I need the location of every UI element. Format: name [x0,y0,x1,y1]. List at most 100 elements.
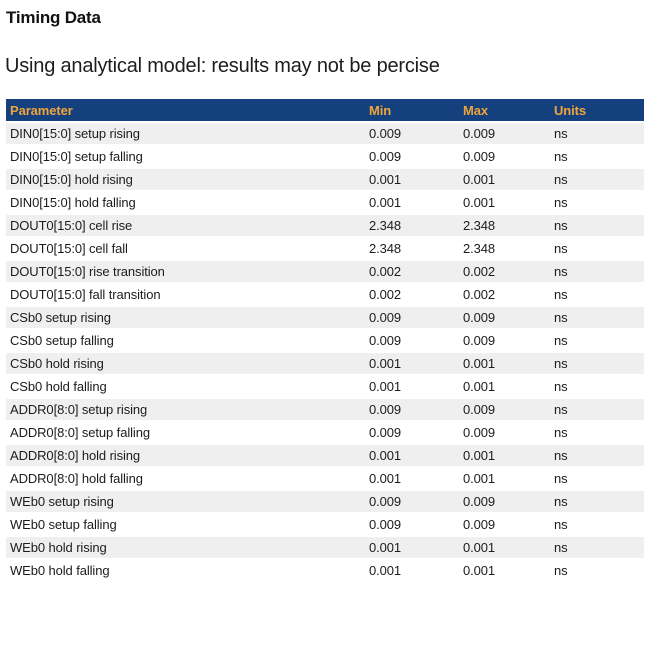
min-cell: 0.009 [365,398,459,422]
table-row: CSb0 hold falling 0.001 0.001 ns [6,375,644,399]
table-row: WEb0 setup falling 0.009 0.009 ns [6,513,644,537]
table-row: DIN0[15:0] setup rising 0.009 0.009 ns [6,122,644,146]
timing-table: Parameter Min Max Units DIN0[15:0] setup… [6,99,644,583]
min-cell: 0.009 [365,122,459,146]
max-cell: 0.009 [459,398,550,422]
min-cell: 2.348 [365,214,459,238]
parameter-cell: ADDR0[8:0] hold falling [6,467,365,491]
parameter-cell: CSb0 hold falling [6,375,365,399]
parameter-cell: WEb0 hold rising [6,536,365,560]
min-cell: 0.009 [365,421,459,445]
max-cell: 0.002 [459,283,550,307]
max-cell: 0.009 [459,145,550,169]
max-cell: 2.348 [459,214,550,238]
units-cell: ns [550,122,644,146]
table-row: CSb0 setup rising 0.009 0.009 ns [6,306,644,330]
timing-table-body: DIN0[15:0] setup rising 0.009 0.009 ns D… [6,122,644,583]
max-cell: 0.009 [459,122,550,146]
units-cell: ns [550,444,644,468]
parameter-cell: DOUT0[15:0] fall transition [6,283,365,307]
page-subtitle: Using analytical model: results may not … [5,55,440,77]
parameter-cell: DIN0[15:0] hold rising [6,168,365,192]
table-row: ADDR0[8:0] hold rising 0.001 0.001 ns [6,444,644,468]
table-row: CSb0 hold rising 0.001 0.001 ns [6,352,644,376]
table-row: DIN0[15:0] hold rising 0.001 0.001 ns [6,168,644,192]
min-cell: 0.002 [365,260,459,284]
page-title: Timing Data [6,8,101,27]
table-row: DIN0[15:0] hold falling 0.001 0.001 ns [6,191,644,215]
units-cell: ns [550,329,644,353]
parameter-cell: WEb0 hold falling [6,559,365,583]
parameter-cell: DIN0[15:0] setup rising [6,122,365,146]
units-cell: ns [550,352,644,376]
units-cell: ns [550,421,644,445]
parameter-cell: WEb0 setup rising [6,490,365,514]
min-cell: 0.009 [365,329,459,353]
units-cell: ns [550,375,644,399]
header-row: Parameter Min Max Units [6,99,644,123]
units-cell: ns [550,214,644,238]
units-cell: ns [550,168,644,192]
min-cell: 0.001 [365,191,459,215]
min-cell: 0.001 [365,352,459,376]
parameter-cell: WEb0 setup falling [6,513,365,537]
column-header-max: Max [459,99,550,123]
min-cell: 0.009 [365,306,459,330]
parameter-cell: DOUT0[15:0] cell fall [6,237,365,261]
table-row: DOUT0[15:0] fall transition 0.002 0.002 … [6,283,644,307]
max-cell: 0.001 [459,467,550,491]
column-header-parameter: Parameter [6,99,365,123]
table-row: ADDR0[8:0] setup rising 0.009 0.009 ns [6,398,644,422]
max-cell: 0.001 [459,168,550,192]
parameter-cell: CSb0 setup falling [6,329,365,353]
max-cell: 0.001 [459,559,550,583]
units-cell: ns [550,191,644,215]
table-row: DOUT0[15:0] rise transition 0.002 0.002 … [6,260,644,284]
table-row: ADDR0[8:0] hold falling 0.001 0.001 ns [6,467,644,491]
units-cell: ns [550,398,644,422]
column-header-min: Min [365,99,459,123]
parameter-cell: CSb0 hold rising [6,352,365,376]
table-row: DOUT0[15:0] cell rise 2.348 2.348 ns [6,214,644,238]
min-cell: 0.001 [365,536,459,560]
min-cell: 0.001 [365,375,459,399]
units-cell: ns [550,467,644,491]
timing-table-header: Parameter Min Max Units [6,99,644,123]
max-cell: 0.001 [459,536,550,560]
max-cell: 0.009 [459,421,550,445]
units-cell: ns [550,559,644,583]
max-cell: 0.001 [459,444,550,468]
table-row: DIN0[15:0] setup falling 0.009 0.009 ns [6,145,644,169]
max-cell: 2.348 [459,237,550,261]
table-row: CSb0 setup falling 0.009 0.009 ns [6,329,644,353]
max-cell: 0.001 [459,352,550,376]
units-cell: ns [550,283,644,307]
max-cell: 0.009 [459,329,550,353]
units-cell: ns [550,536,644,560]
column-header-units: Units [550,99,644,123]
max-cell: 0.009 [459,513,550,537]
units-cell: ns [550,306,644,330]
parameter-cell: CSb0 setup rising [6,306,365,330]
max-cell: 0.009 [459,490,550,514]
parameter-cell: DIN0[15:0] hold falling [6,191,365,215]
units-cell: ns [550,145,644,169]
max-cell: 0.009 [459,306,550,330]
parameter-cell: DOUT0[15:0] cell rise [6,214,365,238]
table-row: ADDR0[8:0] setup falling 0.009 0.009 ns [6,421,644,445]
table-row: WEb0 hold falling 0.001 0.001 ns [6,559,644,583]
units-cell: ns [550,490,644,514]
max-cell: 0.002 [459,260,550,284]
min-cell: 0.009 [365,145,459,169]
table-row: WEb0 setup rising 0.009 0.009 ns [6,490,644,514]
min-cell: 0.002 [365,283,459,307]
units-cell: ns [550,260,644,284]
min-cell: 2.348 [365,237,459,261]
units-cell: ns [550,513,644,537]
units-cell: ns [550,237,644,261]
max-cell: 0.001 [459,375,550,399]
min-cell: 0.001 [365,168,459,192]
table-row: WEb0 hold rising 0.001 0.001 ns [6,536,644,560]
parameter-cell: ADDR0[8:0] hold rising [6,444,365,468]
